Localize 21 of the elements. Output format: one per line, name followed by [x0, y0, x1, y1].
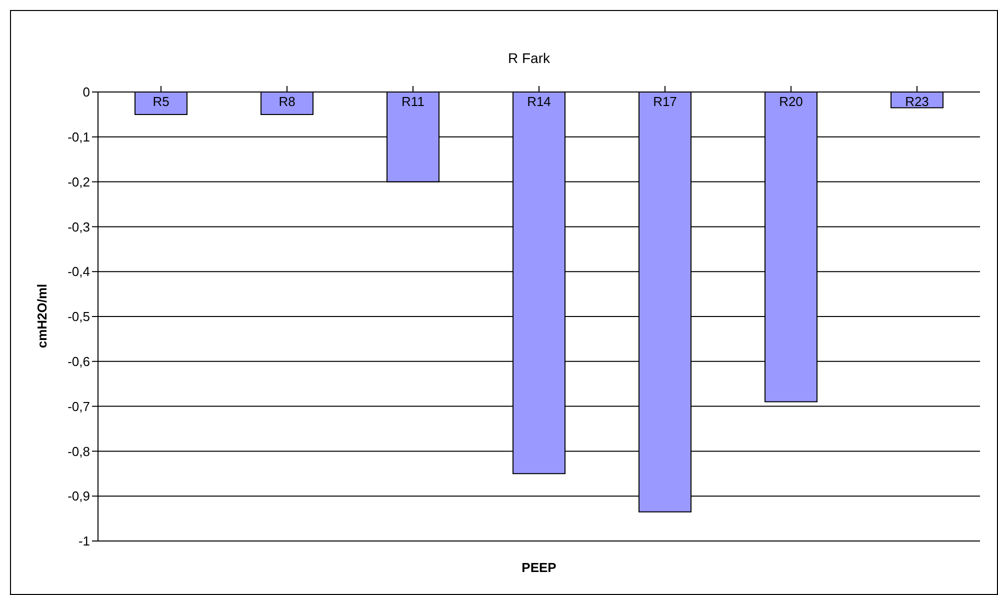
y-tick-label: -0,6	[68, 354, 90, 370]
x-tick-label: R11	[402, 94, 424, 109]
y-tick-label: -1	[78, 534, 90, 549]
y-tick-label: -0,5	[68, 309, 90, 324]
x-tick-label: R17	[653, 94, 677, 109]
y-axis-title: cmH2O/ml	[34, 284, 50, 348]
y-tick-label: -0,3	[68, 219, 90, 234]
y-tick-label: 0	[82, 84, 90, 100]
x-axis-title: PEEP	[520, 560, 558, 575]
x-tick-label: R23	[905, 94, 929, 109]
x-tick-label: R14	[527, 94, 551, 109]
chart-title: R Fark	[507, 50, 551, 66]
y-tick-label: -0,4	[68, 264, 90, 280]
y-tick-label: -0,1	[68, 130, 90, 145]
y-tick-label: -0,7	[68, 398, 90, 414]
y-tick-label: -0,2	[68, 174, 90, 190]
x-tick-label: R5	[152, 94, 170, 109]
x-tick-label: R20	[779, 94, 803, 109]
y-tick-label: -0,9	[68, 488, 90, 504]
x-tick-label: R8	[278, 94, 296, 109]
y-tick-label: -0,8	[68, 444, 90, 459]
